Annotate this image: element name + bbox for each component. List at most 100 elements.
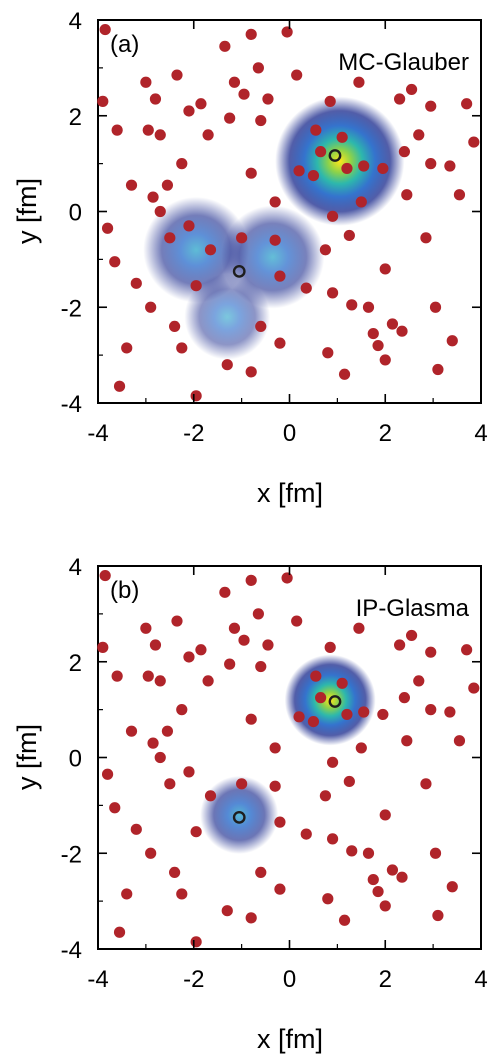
nucleon-point — [307, 169, 320, 182]
nucleon-point — [245, 28, 257, 40]
nucleon-point — [149, 639, 162, 651]
x-axis-label-a: x [fm] — [257, 478, 323, 508]
nucleon-point — [245, 713, 257, 725]
nucleon-point — [343, 229, 355, 242]
panel-b: -4 -2 0 2 4 4 2 0 -2 -4 (b) IP-Glasma x [fm] y [… — [12, 554, 488, 1054]
nucleon-point — [468, 136, 480, 148]
nucleon-point — [386, 318, 399, 330]
density-map-b — [200, 654, 376, 854]
nucleon-point — [367, 327, 379, 340]
nucleon-point — [269, 196, 281, 208]
nucleon-point — [140, 76, 152, 88]
x-tick-label: -4 — [87, 966, 108, 993]
nucleon-point — [204, 790, 217, 802]
nucleon-point — [425, 704, 437, 716]
nucleon-point — [322, 347, 334, 359]
nucleon-point — [346, 299, 358, 311]
nucleon-point — [444, 706, 456, 718]
nucleon-point — [413, 129, 425, 141]
nucleon-point — [147, 191, 159, 203]
nucleon-point — [109, 802, 121, 814]
nucleon-point — [326, 210, 339, 222]
nucleon-point — [176, 704, 188, 716]
nucleon-point — [164, 778, 176, 790]
y-tick-label: 4 — [69, 8, 82, 35]
nucleon-point — [322, 893, 334, 905]
y-tick-label: 2 — [69, 104, 82, 131]
nucleon-point — [195, 644, 207, 656]
y-axis-label-b: y [fm] — [12, 724, 42, 790]
nucleon-point — [461, 98, 473, 110]
nucleus-centers-a — [232, 149, 342, 278]
nucleon-point — [169, 866, 181, 879]
nucleon-point — [161, 179, 174, 191]
nucleon-point — [204, 244, 217, 256]
nucleon-point — [195, 98, 207, 110]
nucleon-point — [394, 639, 406, 651]
nucleon-point — [293, 165, 305, 177]
nucleon-point — [341, 708, 353, 721]
x-tick-label: 0 — [283, 420, 296, 447]
nucleon-point — [362, 847, 375, 859]
nucleon-point — [269, 742, 281, 754]
nucleon-point — [130, 277, 142, 289]
nucleon-point — [228, 76, 241, 88]
y-tick-label: -2 — [61, 295, 82, 322]
nucleon-point — [293, 711, 305, 723]
x-tick-label: 4 — [474, 420, 487, 447]
nucleon-point — [221, 359, 233, 371]
nucleon-point — [99, 569, 111, 582]
y-tick-label: -4 — [61, 391, 82, 418]
nucleon-point — [121, 888, 133, 900]
nucleon-point — [245, 167, 257, 179]
x-axis-label-b: x [fm] — [257, 1024, 323, 1054]
nucleon-point — [432, 909, 444, 922]
nucleon-point — [425, 158, 437, 170]
nucleon-point — [420, 778, 432, 790]
nucleon-point — [238, 634, 250, 646]
nucleon-point — [154, 675, 166, 687]
nucleon-point — [97, 641, 109, 653]
nucleon-point — [326, 756, 339, 768]
nucleon-point — [269, 780, 281, 792]
nucleon-point — [154, 751, 166, 764]
nucleon-point — [372, 885, 384, 898]
nucleon-point — [429, 301, 442, 313]
nucleon-point — [310, 124, 322, 136]
nucleon-point — [245, 574, 257, 586]
x-tick-label: 4 — [474, 966, 487, 993]
nucleon-point — [176, 888, 188, 900]
nucleon-point — [425, 646, 437, 658]
panel-label-b: (b) — [110, 577, 139, 604]
nucleus-center-marker — [328, 695, 342, 708]
nucleon-point — [262, 93, 274, 105]
nucleon-point — [236, 778, 248, 790]
nucleon-point — [219, 586, 231, 598]
nucleon-point — [169, 320, 181, 332]
nucleon-point — [224, 112, 236, 124]
nucleon-point — [149, 93, 162, 105]
nucleon-point — [358, 160, 370, 172]
density-blob — [184, 273, 271, 360]
nucleon-point — [291, 615, 303, 627]
nucleon-point — [113, 926, 126, 938]
nucleon-point — [326, 833, 339, 845]
nucleon-point — [355, 196, 367, 208]
nucleon-point — [336, 131, 348, 143]
nucleon-point — [362, 301, 375, 313]
nucleon-point — [453, 189, 466, 201]
nucleon-point — [171, 615, 183, 627]
nucleon-point — [453, 735, 466, 747]
nucleon-point — [145, 301, 157, 313]
nucleon-point — [262, 639, 274, 651]
nucleon-point — [142, 124, 154, 136]
nucleon-point — [281, 572, 293, 584]
nucleon-point — [377, 708, 389, 721]
nucleon-point — [324, 641, 336, 653]
nucleon-point — [111, 670, 123, 682]
nucleon-point — [190, 826, 202, 838]
y-ticks-a: 4 2 0 -2 -4 — [61, 8, 481, 418]
nucleon-point — [228, 622, 241, 634]
